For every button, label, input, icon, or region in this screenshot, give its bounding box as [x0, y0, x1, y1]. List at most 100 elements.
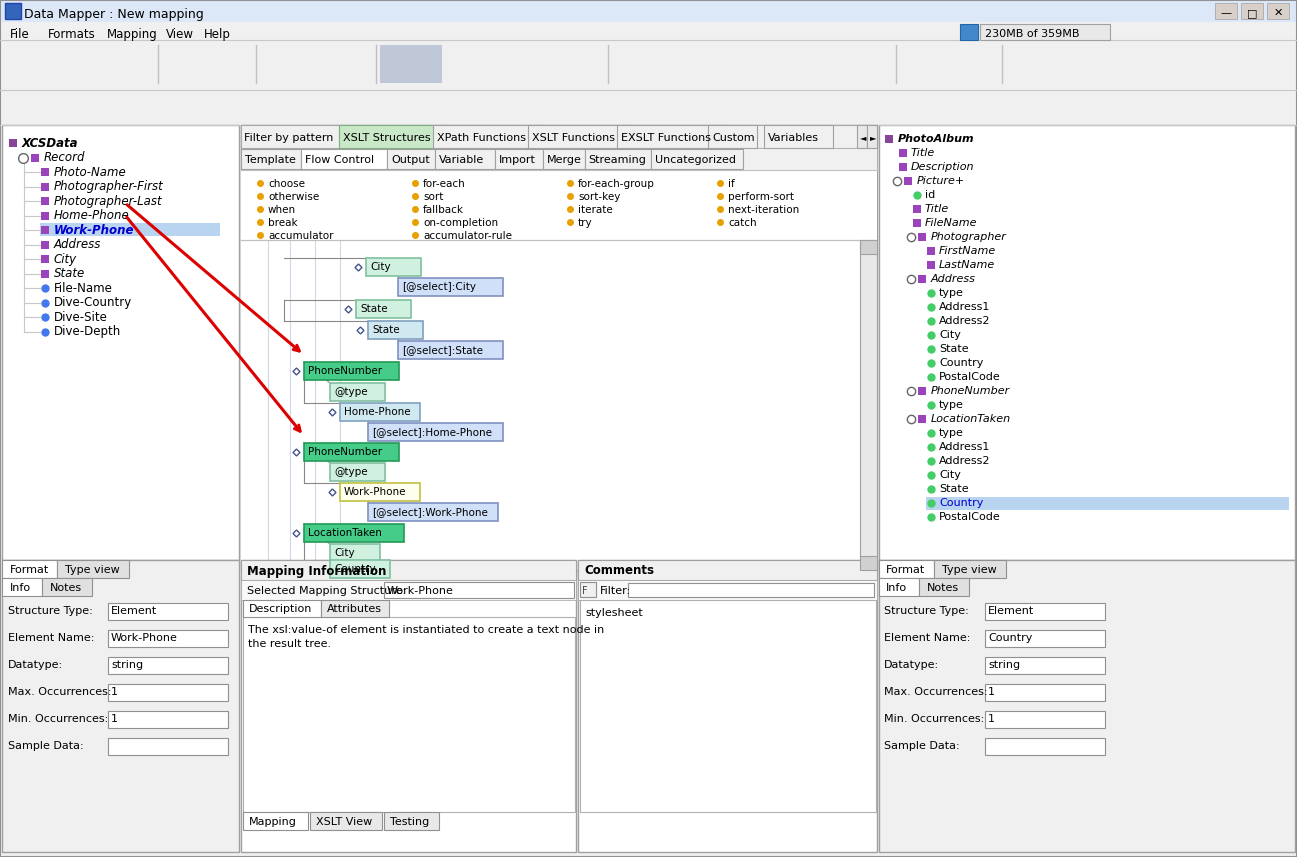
Text: choose: choose	[268, 179, 305, 189]
Bar	[1267, 3, 1289, 19]
Text: type: type	[939, 288, 964, 298]
Text: Description: Description	[910, 162, 974, 172]
Text: 1: 1	[988, 687, 995, 697]
Text: Work-Phone: Work-Phone	[54, 224, 135, 237]
Text: Description: Description	[249, 604, 313, 614]
Bar	[760, 45, 789, 83]
Bar	[879, 560, 934, 578]
Bar	[580, 582, 597, 597]
Text: LocationTaken: LocationTaken	[307, 528, 381, 538]
Text: otherwise: otherwise	[268, 192, 319, 202]
Text: State: State	[939, 344, 969, 354]
Bar	[108, 630, 228, 647]
Bar	[243, 617, 575, 812]
Text: Flow Control: Flow Control	[305, 155, 375, 165]
Text: City: City	[54, 253, 77, 266]
Text: type: type	[939, 428, 964, 438]
Bar	[398, 341, 503, 359]
Text: Home-Phone: Home-Phone	[344, 407, 411, 417]
Text: State: State	[361, 304, 388, 314]
Text: try: try	[578, 218, 593, 228]
Text: sort-key: sort-key	[578, 192, 620, 202]
Text: Sample Data:: Sample Data:	[8, 741, 83, 751]
Bar	[764, 125, 833, 148]
Text: Formats: Formats	[48, 27, 96, 40]
Text: [@select]:Home-Phone: [@select]:Home-Phone	[372, 427, 492, 437]
Text: @type: @type	[335, 467, 367, 477]
Bar	[158, 94, 184, 120]
Bar	[0, 40, 1297, 90]
Text: Variable: Variable	[438, 155, 484, 165]
Bar	[585, 149, 651, 169]
Bar	[1030, 94, 1056, 120]
Text: Dive-Country: Dive-Country	[54, 296, 132, 309]
Bar	[984, 738, 1105, 755]
Bar	[42, 578, 92, 596]
Text: Photographer-Last: Photographer-Last	[54, 195, 162, 207]
Bar	[1215, 3, 1237, 19]
Bar	[162, 45, 189, 83]
Text: for-each-group: for-each-group	[578, 179, 655, 189]
Bar	[934, 560, 1006, 578]
Bar	[1241, 3, 1263, 19]
Bar	[99, 94, 125, 120]
Text: stylesheet: stylesheet	[585, 608, 643, 618]
Bar	[543, 149, 585, 169]
Bar	[128, 94, 154, 120]
Text: Photographer: Photographer	[931, 232, 1006, 242]
Text: type: type	[939, 400, 964, 410]
Text: Record: Record	[44, 151, 86, 164]
Bar	[339, 125, 449, 148]
Text: Photographer-First: Photographer-First	[54, 180, 163, 193]
Bar	[3, 560, 57, 578]
Text: perform-sort: perform-sort	[728, 192, 794, 202]
Bar	[108, 657, 228, 674]
Text: XSLT Structures: XSLT Structures	[342, 133, 431, 143]
Bar	[218, 94, 244, 120]
Bar	[108, 738, 228, 755]
Bar	[984, 684, 1105, 701]
Text: City: City	[939, 470, 961, 480]
Text: Dive-Site: Dive-Site	[54, 310, 108, 323]
Bar	[366, 258, 422, 276]
Bar	[108, 684, 228, 701]
Text: Country: Country	[988, 633, 1032, 643]
Text: Attributes: Attributes	[327, 604, 383, 614]
Text: Type view: Type view	[65, 565, 119, 575]
Text: The xsl:value-of element is instantiated to create a text node in: The xsl:value-of element is instantiated…	[248, 625, 604, 635]
Bar	[860, 45, 888, 83]
Bar	[617, 125, 728, 148]
Bar	[241, 560, 576, 580]
Text: Custom: Custom	[712, 133, 755, 143]
Bar	[258, 45, 287, 83]
Text: Address1: Address1	[939, 442, 991, 452]
Bar	[99, 45, 126, 83]
Text: Home-Phone: Home-Phone	[54, 209, 130, 222]
Bar	[572, 45, 601, 83]
Text: on-completion: on-completion	[423, 218, 498, 228]
Text: XCSData: XCSData	[22, 136, 79, 149]
Text: Structure Type:: Structure Type:	[885, 606, 969, 616]
Text: [@select]:City: [@select]:City	[402, 282, 476, 292]
Bar	[329, 544, 380, 562]
Text: City: City	[939, 330, 961, 340]
Bar	[303, 362, 399, 380]
Bar	[651, 149, 743, 169]
Text: 1: 1	[112, 687, 118, 697]
Bar	[8, 45, 36, 83]
Bar	[879, 94, 907, 120]
Bar	[368, 503, 498, 521]
Bar	[40, 223, 220, 236]
Bar	[241, 125, 877, 148]
Text: EXSLT Functions: EXSLT Functions	[621, 133, 711, 143]
Text: Notes: Notes	[927, 583, 958, 593]
Bar	[241, 170, 877, 240]
Text: 1: 1	[112, 714, 118, 724]
Bar	[384, 582, 575, 598]
Bar	[355, 300, 411, 318]
Text: LocationTaken: LocationTaken	[931, 414, 1012, 424]
Text: Filter by pattern: Filter by pattern	[244, 133, 333, 143]
Bar	[241, 148, 877, 170]
Text: □: □	[1246, 8, 1257, 18]
Bar	[495, 149, 543, 169]
